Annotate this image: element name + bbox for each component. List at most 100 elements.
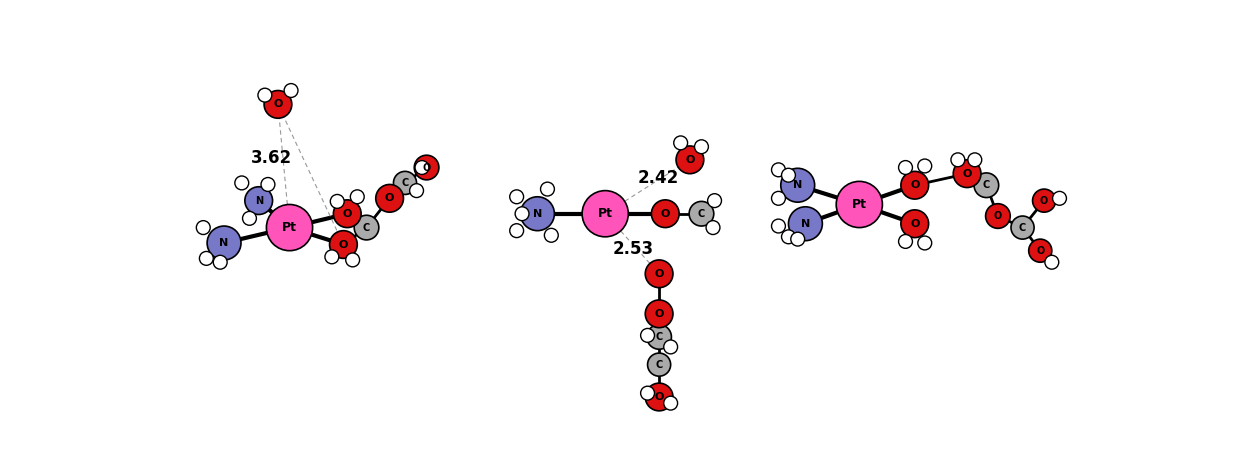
- Circle shape: [836, 181, 882, 228]
- Circle shape: [346, 253, 360, 267]
- Circle shape: [664, 340, 678, 354]
- Text: O: O: [423, 162, 430, 173]
- Circle shape: [675, 146, 704, 174]
- Circle shape: [355, 215, 379, 240]
- Circle shape: [258, 88, 271, 102]
- Text: N: N: [219, 238, 229, 248]
- Circle shape: [199, 252, 213, 265]
- Circle shape: [243, 211, 256, 225]
- Circle shape: [393, 171, 417, 194]
- Circle shape: [918, 159, 932, 173]
- Text: O: O: [342, 209, 352, 219]
- Text: O: O: [661, 209, 671, 219]
- Text: 2.53: 2.53: [613, 240, 654, 258]
- Text: C: C: [1019, 223, 1026, 233]
- Text: C: C: [656, 332, 663, 342]
- Circle shape: [707, 220, 720, 235]
- Circle shape: [641, 386, 654, 400]
- Circle shape: [901, 171, 928, 199]
- Circle shape: [510, 224, 524, 237]
- Circle shape: [1029, 239, 1052, 262]
- Text: Pt: Pt: [597, 207, 613, 220]
- Text: O: O: [963, 169, 972, 179]
- Circle shape: [284, 84, 299, 97]
- Text: O: O: [654, 309, 664, 319]
- Circle shape: [235, 176, 249, 190]
- Circle shape: [898, 160, 912, 175]
- Circle shape: [1011, 216, 1034, 239]
- Circle shape: [1052, 191, 1066, 205]
- Text: O: O: [911, 180, 919, 190]
- Circle shape: [1033, 189, 1056, 212]
- Circle shape: [541, 182, 555, 196]
- Text: Pt: Pt: [852, 198, 867, 211]
- Circle shape: [985, 204, 1010, 228]
- Text: C: C: [402, 178, 408, 188]
- Text: Pt: Pt: [282, 221, 297, 234]
- Circle shape: [646, 383, 673, 411]
- Circle shape: [266, 204, 312, 251]
- Circle shape: [974, 173, 999, 198]
- Circle shape: [648, 353, 671, 376]
- Text: C: C: [698, 209, 705, 219]
- Text: O: O: [654, 269, 664, 279]
- Circle shape: [330, 231, 357, 258]
- Circle shape: [647, 325, 672, 349]
- Circle shape: [968, 153, 982, 167]
- Circle shape: [515, 207, 529, 220]
- Text: O: O: [384, 194, 394, 203]
- Circle shape: [708, 194, 722, 208]
- Circle shape: [197, 220, 210, 235]
- Circle shape: [781, 230, 795, 244]
- Circle shape: [771, 163, 785, 177]
- Circle shape: [641, 329, 654, 342]
- Circle shape: [664, 396, 678, 410]
- Text: C: C: [983, 180, 990, 190]
- Text: O: O: [911, 219, 919, 229]
- Circle shape: [674, 136, 688, 150]
- Circle shape: [520, 197, 555, 231]
- Circle shape: [409, 184, 423, 198]
- Text: O: O: [994, 211, 1001, 221]
- Circle shape: [245, 187, 272, 214]
- Circle shape: [771, 191, 785, 205]
- Circle shape: [950, 153, 965, 167]
- Circle shape: [694, 140, 708, 154]
- Text: 3.62: 3.62: [251, 149, 292, 167]
- Circle shape: [1045, 255, 1059, 269]
- Circle shape: [207, 226, 241, 260]
- Circle shape: [510, 190, 524, 204]
- Text: O: O: [274, 100, 282, 110]
- Text: C: C: [363, 223, 371, 233]
- Circle shape: [415, 160, 429, 175]
- Circle shape: [325, 250, 338, 264]
- Circle shape: [898, 235, 912, 248]
- Circle shape: [789, 207, 822, 241]
- Circle shape: [414, 155, 439, 180]
- Text: O: O: [685, 155, 694, 165]
- Text: N: N: [801, 219, 810, 229]
- Circle shape: [901, 210, 928, 237]
- Text: N: N: [255, 195, 262, 206]
- Text: O: O: [338, 239, 348, 250]
- Circle shape: [791, 232, 805, 246]
- Text: O: O: [654, 392, 664, 402]
- Text: C: C: [656, 360, 663, 370]
- Text: N: N: [532, 209, 542, 219]
- Circle shape: [264, 91, 292, 118]
- Circle shape: [953, 160, 982, 187]
- Circle shape: [781, 169, 815, 202]
- Circle shape: [582, 191, 628, 237]
- Circle shape: [771, 219, 785, 233]
- Text: O: O: [1036, 246, 1045, 256]
- Circle shape: [261, 177, 275, 191]
- Circle shape: [918, 236, 932, 250]
- Circle shape: [376, 185, 403, 212]
- Circle shape: [331, 194, 345, 208]
- Circle shape: [333, 200, 361, 228]
- Circle shape: [545, 228, 559, 242]
- Text: N: N: [794, 180, 802, 190]
- Text: 2.42: 2.42: [637, 169, 679, 186]
- Circle shape: [646, 260, 673, 287]
- Circle shape: [351, 190, 364, 204]
